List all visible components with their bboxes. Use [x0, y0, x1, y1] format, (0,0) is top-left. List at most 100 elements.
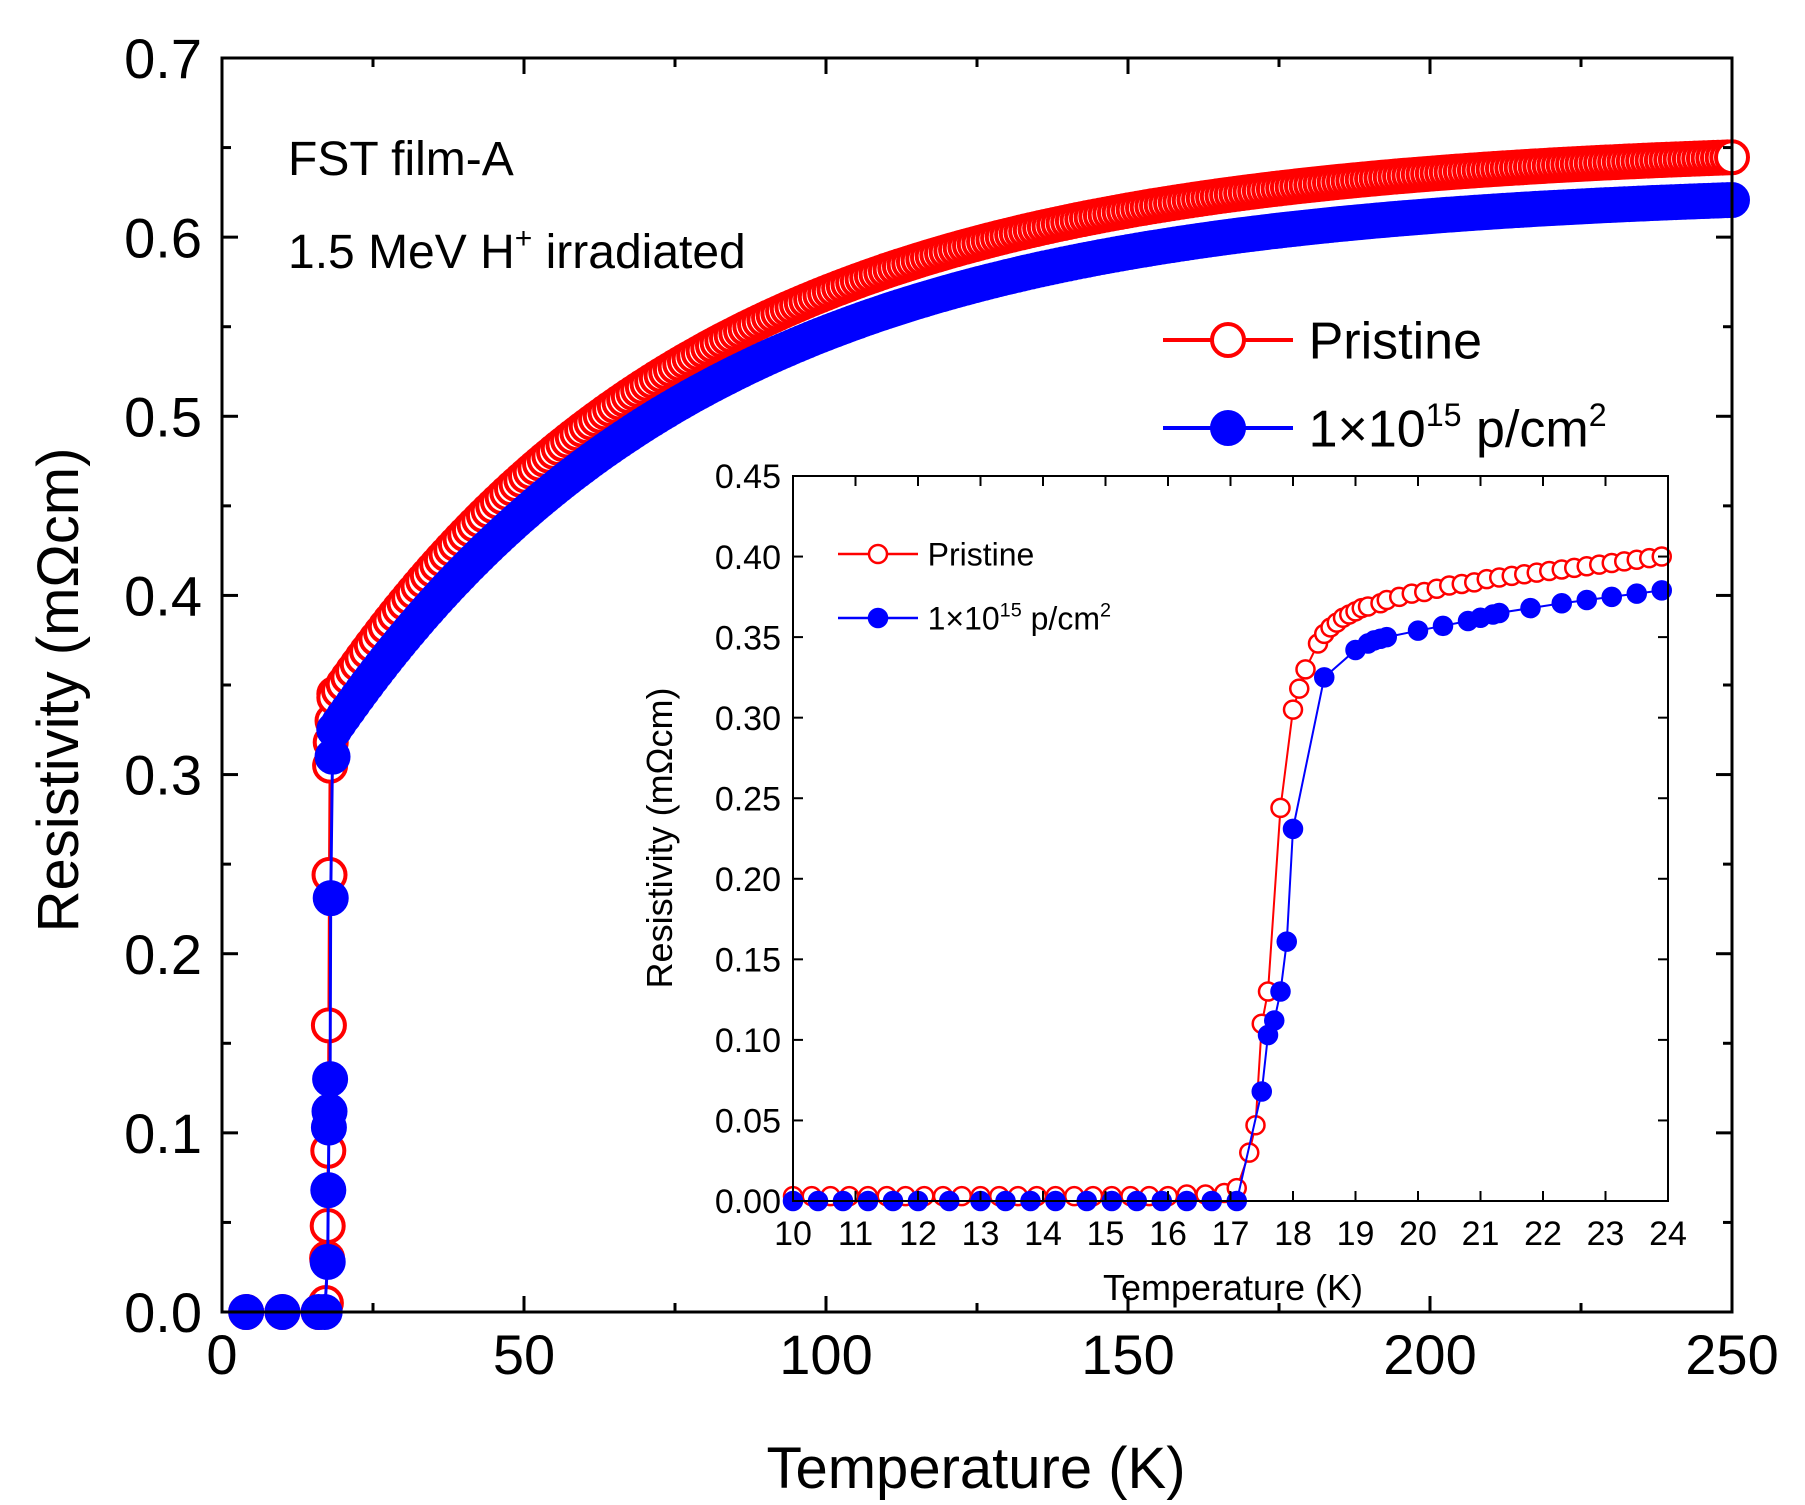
main-legend-label-superscript: 2 — [1589, 397, 1607, 433]
main-y-axis-label: Resistivity (mΩcm) — [26, 448, 91, 933]
main-legend-marker — [1210, 322, 1246, 358]
inset-x-tick-label: 21 — [1462, 1215, 1500, 1253]
irradiation-annotation-suffix: irradiated — [532, 226, 745, 279]
sample-name-annotation: FST film-A — [288, 133, 514, 186]
inset-y-tick-label: 0.25 — [715, 780, 781, 818]
inset-x-tick-label: 24 — [1649, 1215, 1687, 1253]
main-legend-label-superscript: 15 — [1426, 397, 1462, 433]
main-x-tick-label: 250 — [1685, 1323, 1778, 1386]
main-x-axis-label: Temperature (K) — [766, 1436, 1185, 1501]
main-y-tick-label: 0.3 — [124, 744, 202, 807]
inset-y-tick-label: 0.30 — [715, 700, 781, 738]
inset-legend-marker — [867, 543, 889, 565]
main-legend-label-unit: p/cm — [1462, 401, 1589, 459]
main-legend: Pristine 1×1015 p/cm2 — [1163, 313, 1607, 459]
inset-data-point-irradiated — [1314, 667, 1335, 688]
inset-x-tick-label: 18 — [1274, 1215, 1312, 1253]
inset-x-tick-label: 20 — [1399, 1215, 1437, 1253]
main-legend-label: 1×1015 p/cm2 — [1309, 397, 1607, 459]
main-legend-label: Pristine — [1309, 313, 1482, 371]
inset-data-point-irradiated — [1270, 981, 1291, 1002]
inset-data-point-irradiated — [1282, 818, 1304, 840]
inset-y-tick-label: 0.15 — [715, 942, 781, 980]
inset-legend-label-text: 1×10 — [928, 601, 1000, 637]
inset-data-point-irradiated — [1601, 586, 1622, 608]
main-x-tick-label: 50 — [493, 1323, 555, 1386]
inset-y-tick-label: 0.20 — [715, 861, 781, 899]
inset-x-tick-label: 23 — [1587, 1215, 1625, 1253]
inset-legend-label-superscript: 2 — [1100, 600, 1111, 622]
inset-data-point-irradiated — [1551, 593, 1572, 614]
inset-legend-label-unit: p/cm — [1022, 601, 1100, 637]
inset-y-tick-label: 0.10 — [715, 1022, 781, 1060]
inset-data-point-pristine — [1295, 659, 1316, 680]
inset-axes: 10 11 12 13 14 15 16 17 18 19 20 21 22 23 24 0.00 0.05 0.… — [715, 458, 1687, 1253]
main-x-tick-label: 150 — [1081, 1323, 1174, 1386]
inset-y-tick-label: 0.35 — [715, 619, 781, 657]
main-chart: 0 50 100 150 200 2500.00.10.20.30.40.50.60.7 … — [26, 27, 1779, 1501]
inset-data-point-irradiated — [1626, 583, 1647, 604]
inset-data-point-irradiated — [1651, 580, 1672, 601]
inset-data-point-pristine — [1270, 797, 1291, 819]
inset-y-tick-label: 0.05 — [715, 1103, 781, 1141]
inset-x-axis-label: Temperature (K) — [1103, 1267, 1363, 1308]
main-y-tick-label: 0.1 — [124, 1102, 202, 1165]
inset-y-axis-label: Resistivity (mΩcm) — [639, 688, 680, 989]
main-legend-marker — [1210, 410, 1246, 446]
main-x-tick-label: 0 — [206, 1323, 237, 1386]
inset-legend-label: 1×1015 p/cm2 — [928, 600, 1111, 637]
inset-data-point-pristine — [1289, 678, 1310, 699]
inset-x-tick-label: 19 — [1337, 1215, 1375, 1253]
irradiation-annotation: 1.5 MeV H+ irradiated — [288, 222, 746, 279]
main-data-point-irradiated — [310, 1172, 347, 1209]
main-y-tick-label: 0.6 — [124, 206, 202, 269]
inset-x-tick-label: 13 — [962, 1215, 1000, 1253]
main-legend-label-text: 1×10 — [1309, 401, 1426, 459]
inset-x-tick-label: 22 — [1524, 1215, 1562, 1253]
irradiation-annotation-text: 1.5 MeV H — [288, 226, 515, 279]
main-legend-label-text: Pristine — [1309, 313, 1482, 371]
inset-legend: Pristine 1×1015 p/cm2 — [838, 537, 1111, 637]
main-data-point-irradiated — [312, 880, 349, 917]
inset-data-point-irradiated — [1576, 589, 1597, 611]
inset-data-point-pristine — [1282, 699, 1304, 720]
main-series-irradiated — [228, 181, 1750, 1330]
main-x-tick-label: 100 — [779, 1323, 872, 1386]
inset-x-tick-label: 11 — [838, 1215, 873, 1253]
main-data-point-irradiated — [311, 1093, 348, 1130]
inset-legend-marker — [867, 607, 889, 629]
main-data-point-irradiated — [309, 1243, 346, 1280]
inset-y-tick-label: 0.40 — [715, 539, 781, 577]
main-data-point-irradiated — [312, 1061, 349, 1098]
main-y-tick-label: 0.4 — [124, 565, 202, 628]
inset-data-point-irradiated — [1276, 931, 1297, 952]
irradiation-annotation-superscript: + — [515, 222, 533, 255]
inset-background — [793, 476, 1668, 1201]
main-y-tick-label: 0.2 — [124, 923, 202, 986]
main-axes: 0 50 100 150 200 250 0.0 0.1 0.2 0.3 0.4 0.5 0.6 0.7 — [124, 27, 1779, 1386]
inset-chart: 10 11 12 13 14 15 16 17 18 19 20 21 22 23 24 0.00 0.05 0.… — [639, 458, 1687, 1308]
inset-y-tick-label: 0.45 — [715, 458, 781, 496]
main-y-tick-label: 0.0 — [124, 1281, 202, 1344]
inset-legend-label: Pristine — [928, 537, 1035, 573]
inset-x-tick-label: 16 — [1149, 1215, 1187, 1253]
main-x-tick-label: 200 — [1383, 1323, 1476, 1386]
main-series-layer — [228, 139, 1750, 1330]
inset-legend-label-text: Pristine — [928, 537, 1035, 573]
inset-data-point-irradiated — [1407, 620, 1429, 641]
inset-x-tick-label: 15 — [1087, 1215, 1125, 1253]
inset-data-point-irradiated — [1489, 602, 1510, 624]
inset-data-point-irradiated — [1264, 1010, 1285, 1031]
inset-x-tick-label: 10 — [774, 1215, 812, 1253]
inset-x-tick-label: 14 — [1024, 1215, 1062, 1253]
inset-data-point-irradiated — [1520, 597, 1541, 619]
inset-data-point-irradiated — [1376, 626, 1397, 648]
inset-data-point-irradiated — [1432, 615, 1454, 637]
inset-legend-label-superscript: 15 — [1000, 600, 1022, 622]
inset-data-point-irradiated — [1251, 1081, 1272, 1102]
inset-x-tick-label: 12 — [899, 1215, 937, 1253]
main-y-tick-label: 0.5 — [124, 385, 202, 448]
inset-y-tick-label: 0.00 — [715, 1183, 781, 1221]
inset-x-tick-label: 17 — [1212, 1215, 1250, 1253]
